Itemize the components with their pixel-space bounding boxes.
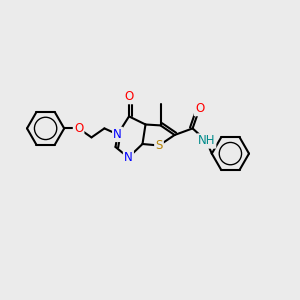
Text: O: O [195, 102, 204, 115]
Text: O: O [124, 90, 134, 103]
Text: N: N [124, 151, 133, 164]
Text: N: N [113, 128, 122, 141]
Text: NH: NH [198, 134, 215, 148]
Text: S: S [155, 139, 163, 152]
Text: O: O [74, 122, 83, 135]
